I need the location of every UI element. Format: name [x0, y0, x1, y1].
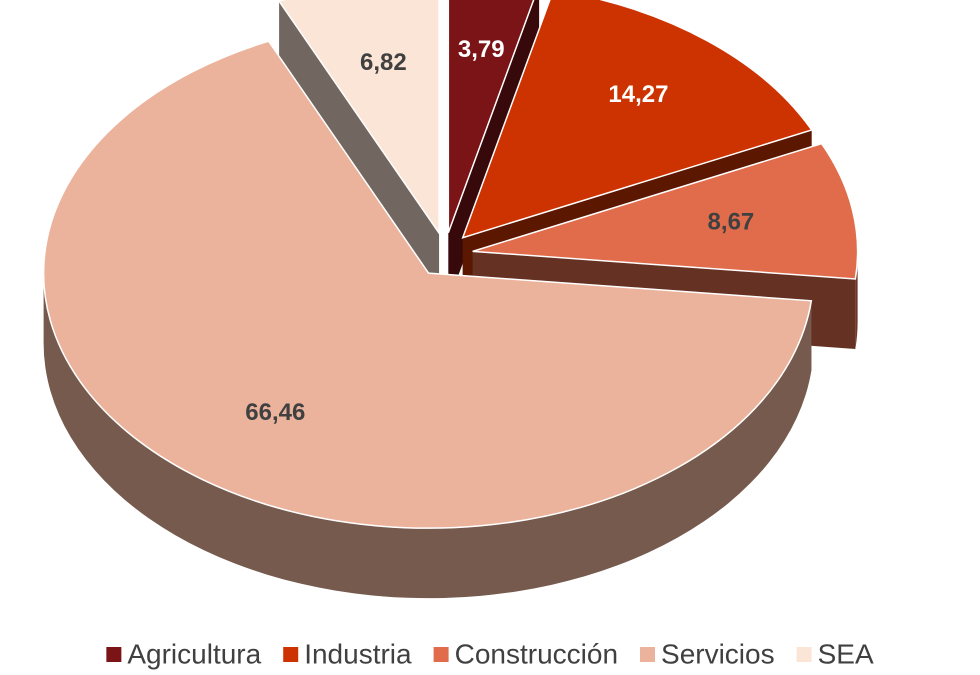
legend-swatch — [796, 647, 812, 662]
data-label: 66,46 — [245, 399, 305, 426]
data-label: 14,27 — [608, 81, 668, 108]
data-label: 8,67 — [708, 208, 755, 235]
slice-top — [277, 0, 440, 236]
legend-label: SEA — [818, 638, 874, 669]
slice-top — [461, 0, 813, 239]
data-label: 3,79 — [458, 36, 505, 63]
pie-slice — [277, 0, 440, 304]
legend-label: Industria — [304, 638, 412, 669]
legend-swatch — [106, 647, 122, 662]
legend-swatch — [433, 647, 449, 662]
legend-label: Agricultura — [127, 638, 261, 669]
slice-top — [472, 142, 859, 280]
slice-top — [447, 0, 535, 234]
slice-side — [43, 273, 812, 599]
legend-swatch — [283, 647, 299, 662]
legend-label: Construcción — [455, 638, 618, 669]
slice-wall — [279, 1, 440, 304]
legend: Agricultura Industria Construcción Servicio… — [106, 638, 874, 669]
slice-top — [42, 40, 813, 529]
legend-label: Servicios — [661, 638, 775, 669]
data-label: 6,82 — [360, 49, 407, 76]
pie-slice — [42, 40, 813, 599]
legend-swatch — [640, 647, 656, 662]
